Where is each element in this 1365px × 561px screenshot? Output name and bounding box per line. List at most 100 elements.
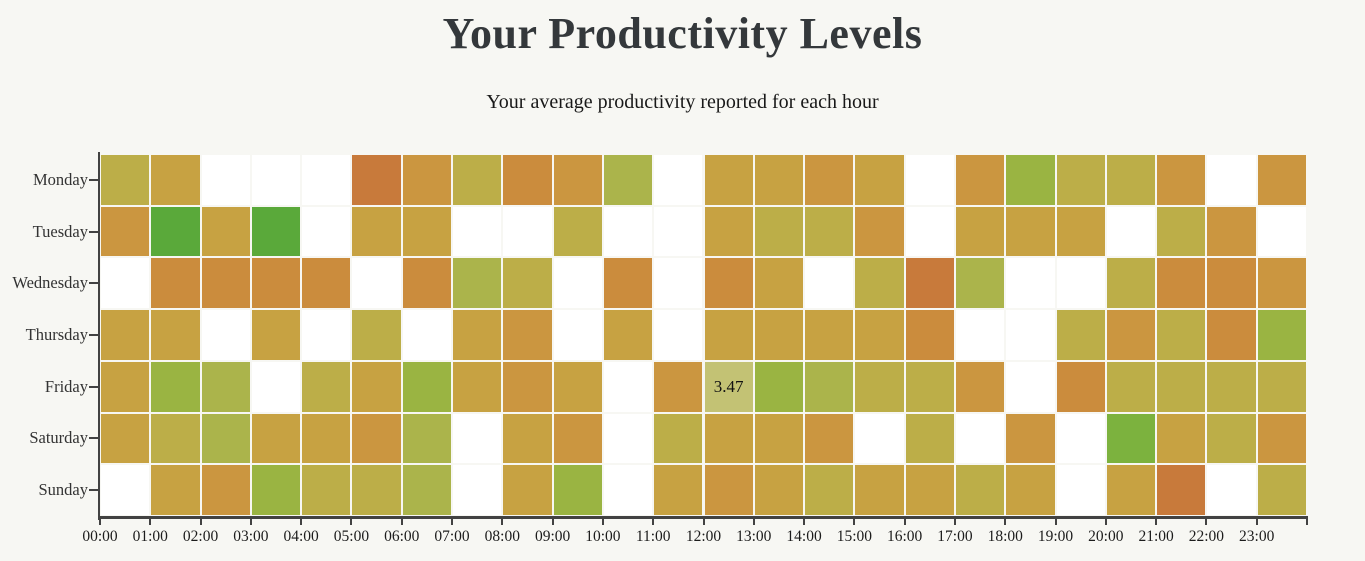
- heatmap-cell[interactable]: [101, 206, 150, 257]
- heatmap-cell[interactable]: [1106, 155, 1156, 205]
- heatmap-cell[interactable]: [754, 413, 804, 464]
- heatmap-cell[interactable]: [101, 155, 150, 205]
- heatmap-cell[interactable]: [402, 155, 452, 205]
- heatmap-cell[interactable]: [201, 258, 250, 309]
- heatmap-cell[interactable]: [1207, 258, 1256, 309]
- heatmap-cell[interactable]: [855, 258, 904, 309]
- heatmap-cell[interactable]: [201, 310, 250, 360]
- heatmap-cell[interactable]: [855, 155, 904, 205]
- heatmap-cell[interactable]: [603, 206, 653, 257]
- heatmap-cell[interactable]: [553, 361, 602, 412]
- heatmap-cell[interactable]: [855, 465, 904, 515]
- heatmap-cell[interactable]: [503, 206, 552, 257]
- heatmap-cell[interactable]: [1157, 206, 1206, 257]
- heatmap-cell[interactable]: [553, 155, 602, 205]
- heatmap-cell[interactable]: [453, 465, 502, 515]
- heatmap-cell[interactable]: [1257, 361, 1306, 412]
- heatmap-cell[interactable]: [151, 361, 200, 412]
- heatmap-cell[interactable]: [151, 155, 200, 205]
- heatmap-cell[interactable]: [1257, 155, 1306, 205]
- heatmap-cell[interactable]: [603, 258, 653, 309]
- heatmap-cell[interactable]: [754, 310, 804, 360]
- heatmap-cell[interactable]: [855, 413, 904, 464]
- heatmap-cell[interactable]: [302, 310, 351, 360]
- heatmap-cell[interactable]: [151, 413, 200, 464]
- heatmap-cell[interactable]: [1106, 361, 1156, 412]
- heatmap-cell[interactable]: [352, 310, 401, 360]
- heatmap-cell[interactable]: [1106, 206, 1156, 257]
- heatmap-cell[interactable]: [805, 465, 854, 515]
- heatmap-cell[interactable]: [151, 465, 200, 515]
- heatmap-cell[interactable]: [101, 310, 150, 360]
- heatmap-cell[interactable]: [201, 465, 250, 515]
- heatmap-cell[interactable]: [855, 361, 904, 412]
- heatmap-cell[interactable]: [805, 310, 854, 360]
- heatmap-cell[interactable]: [603, 361, 653, 412]
- heatmap-cell[interactable]: [151, 310, 200, 360]
- heatmap-cell[interactable]: [1106, 258, 1156, 309]
- heatmap-cell[interactable]: [453, 206, 502, 257]
- heatmap-cell[interactable]: [1056, 155, 1105, 205]
- heatmap-cell[interactable]: [251, 361, 301, 412]
- heatmap-cell[interactable]: [704, 465, 753, 515]
- heatmap-cell[interactable]: [553, 465, 602, 515]
- heatmap-cell[interactable]: [201, 206, 250, 257]
- heatmap-cell[interactable]: [905, 413, 954, 464]
- heatmap-cell[interactable]: [805, 155, 854, 205]
- heatmap-cell[interactable]: [704, 310, 753, 360]
- heatmap-cell[interactable]: [603, 155, 653, 205]
- heatmap-cell[interactable]: [603, 413, 653, 464]
- heatmap-cell[interactable]: [553, 258, 602, 309]
- heatmap-cell[interactable]: [352, 155, 401, 205]
- heatmap-cell[interactable]: [101, 413, 150, 464]
- heatmap-cell[interactable]: [1257, 206, 1306, 257]
- heatmap-cell[interactable]: [503, 258, 552, 309]
- heatmap-cell[interactable]: [1006, 206, 1055, 257]
- heatmap-cell[interactable]: [251, 258, 301, 309]
- heatmap-cell[interactable]: [1157, 465, 1206, 515]
- heatmap-cell[interactable]: [553, 206, 602, 257]
- heatmap-cell[interactable]: [905, 206, 954, 257]
- heatmap-cell[interactable]: [1006, 310, 1055, 360]
- heatmap-cell[interactable]: [101, 361, 150, 412]
- heatmap-cell[interactable]: [704, 206, 753, 257]
- heatmap-cell[interactable]: [302, 155, 351, 205]
- heatmap-cell[interactable]: [905, 258, 954, 309]
- heatmap-cell[interactable]: [805, 413, 854, 464]
- heatmap-cell[interactable]: [905, 361, 954, 412]
- heatmap-cell[interactable]: [352, 413, 401, 464]
- heatmap-cell[interactable]: [654, 258, 703, 309]
- heatmap-cell[interactable]: [1207, 361, 1256, 412]
- heatmap-cell[interactable]: [302, 258, 351, 309]
- heatmap-cell[interactable]: [151, 258, 200, 309]
- heatmap-cell[interactable]: [553, 413, 602, 464]
- heatmap-cell[interactable]: [603, 465, 653, 515]
- heatmap-cell[interactable]: [1006, 413, 1055, 464]
- heatmap-cell[interactable]: [754, 206, 804, 257]
- heatmap-cell[interactable]: [1257, 258, 1306, 309]
- heatmap-cell[interactable]: [1207, 465, 1256, 515]
- heatmap-cell[interactable]: [1006, 155, 1055, 205]
- heatmap-cell[interactable]: [1157, 310, 1206, 360]
- heatmap-cell[interactable]: [503, 155, 552, 205]
- heatmap-cell[interactable]: [151, 206, 200, 257]
- heatmap-cell[interactable]: [352, 361, 401, 412]
- heatmap-cell[interactable]: [1257, 465, 1306, 515]
- heatmap-cell[interactable]: [1207, 155, 1256, 205]
- heatmap-cell[interactable]: [905, 465, 954, 515]
- heatmap-cell[interactable]: [251, 465, 301, 515]
- heatmap-cell[interactable]: [603, 310, 653, 360]
- heatmap-cell[interactable]: [955, 465, 1005, 515]
- heatmap-cell[interactable]: [352, 465, 401, 515]
- heatmap-cell[interactable]: [805, 206, 854, 257]
- heatmap-cell[interactable]: [402, 310, 452, 360]
- heatmap-cell[interactable]: [453, 310, 502, 360]
- heatmap-cell[interactable]: [1157, 413, 1206, 464]
- heatmap-cell[interactable]: [955, 258, 1005, 309]
- heatmap-cell[interactable]: [905, 310, 954, 360]
- heatmap-cell[interactable]: [1157, 258, 1206, 309]
- heatmap-cell[interactable]: [1106, 465, 1156, 515]
- heatmap-cell[interactable]: [704, 258, 753, 309]
- heatmap-cell[interactable]: [855, 206, 904, 257]
- heatmap-cell[interactable]: [805, 258, 854, 309]
